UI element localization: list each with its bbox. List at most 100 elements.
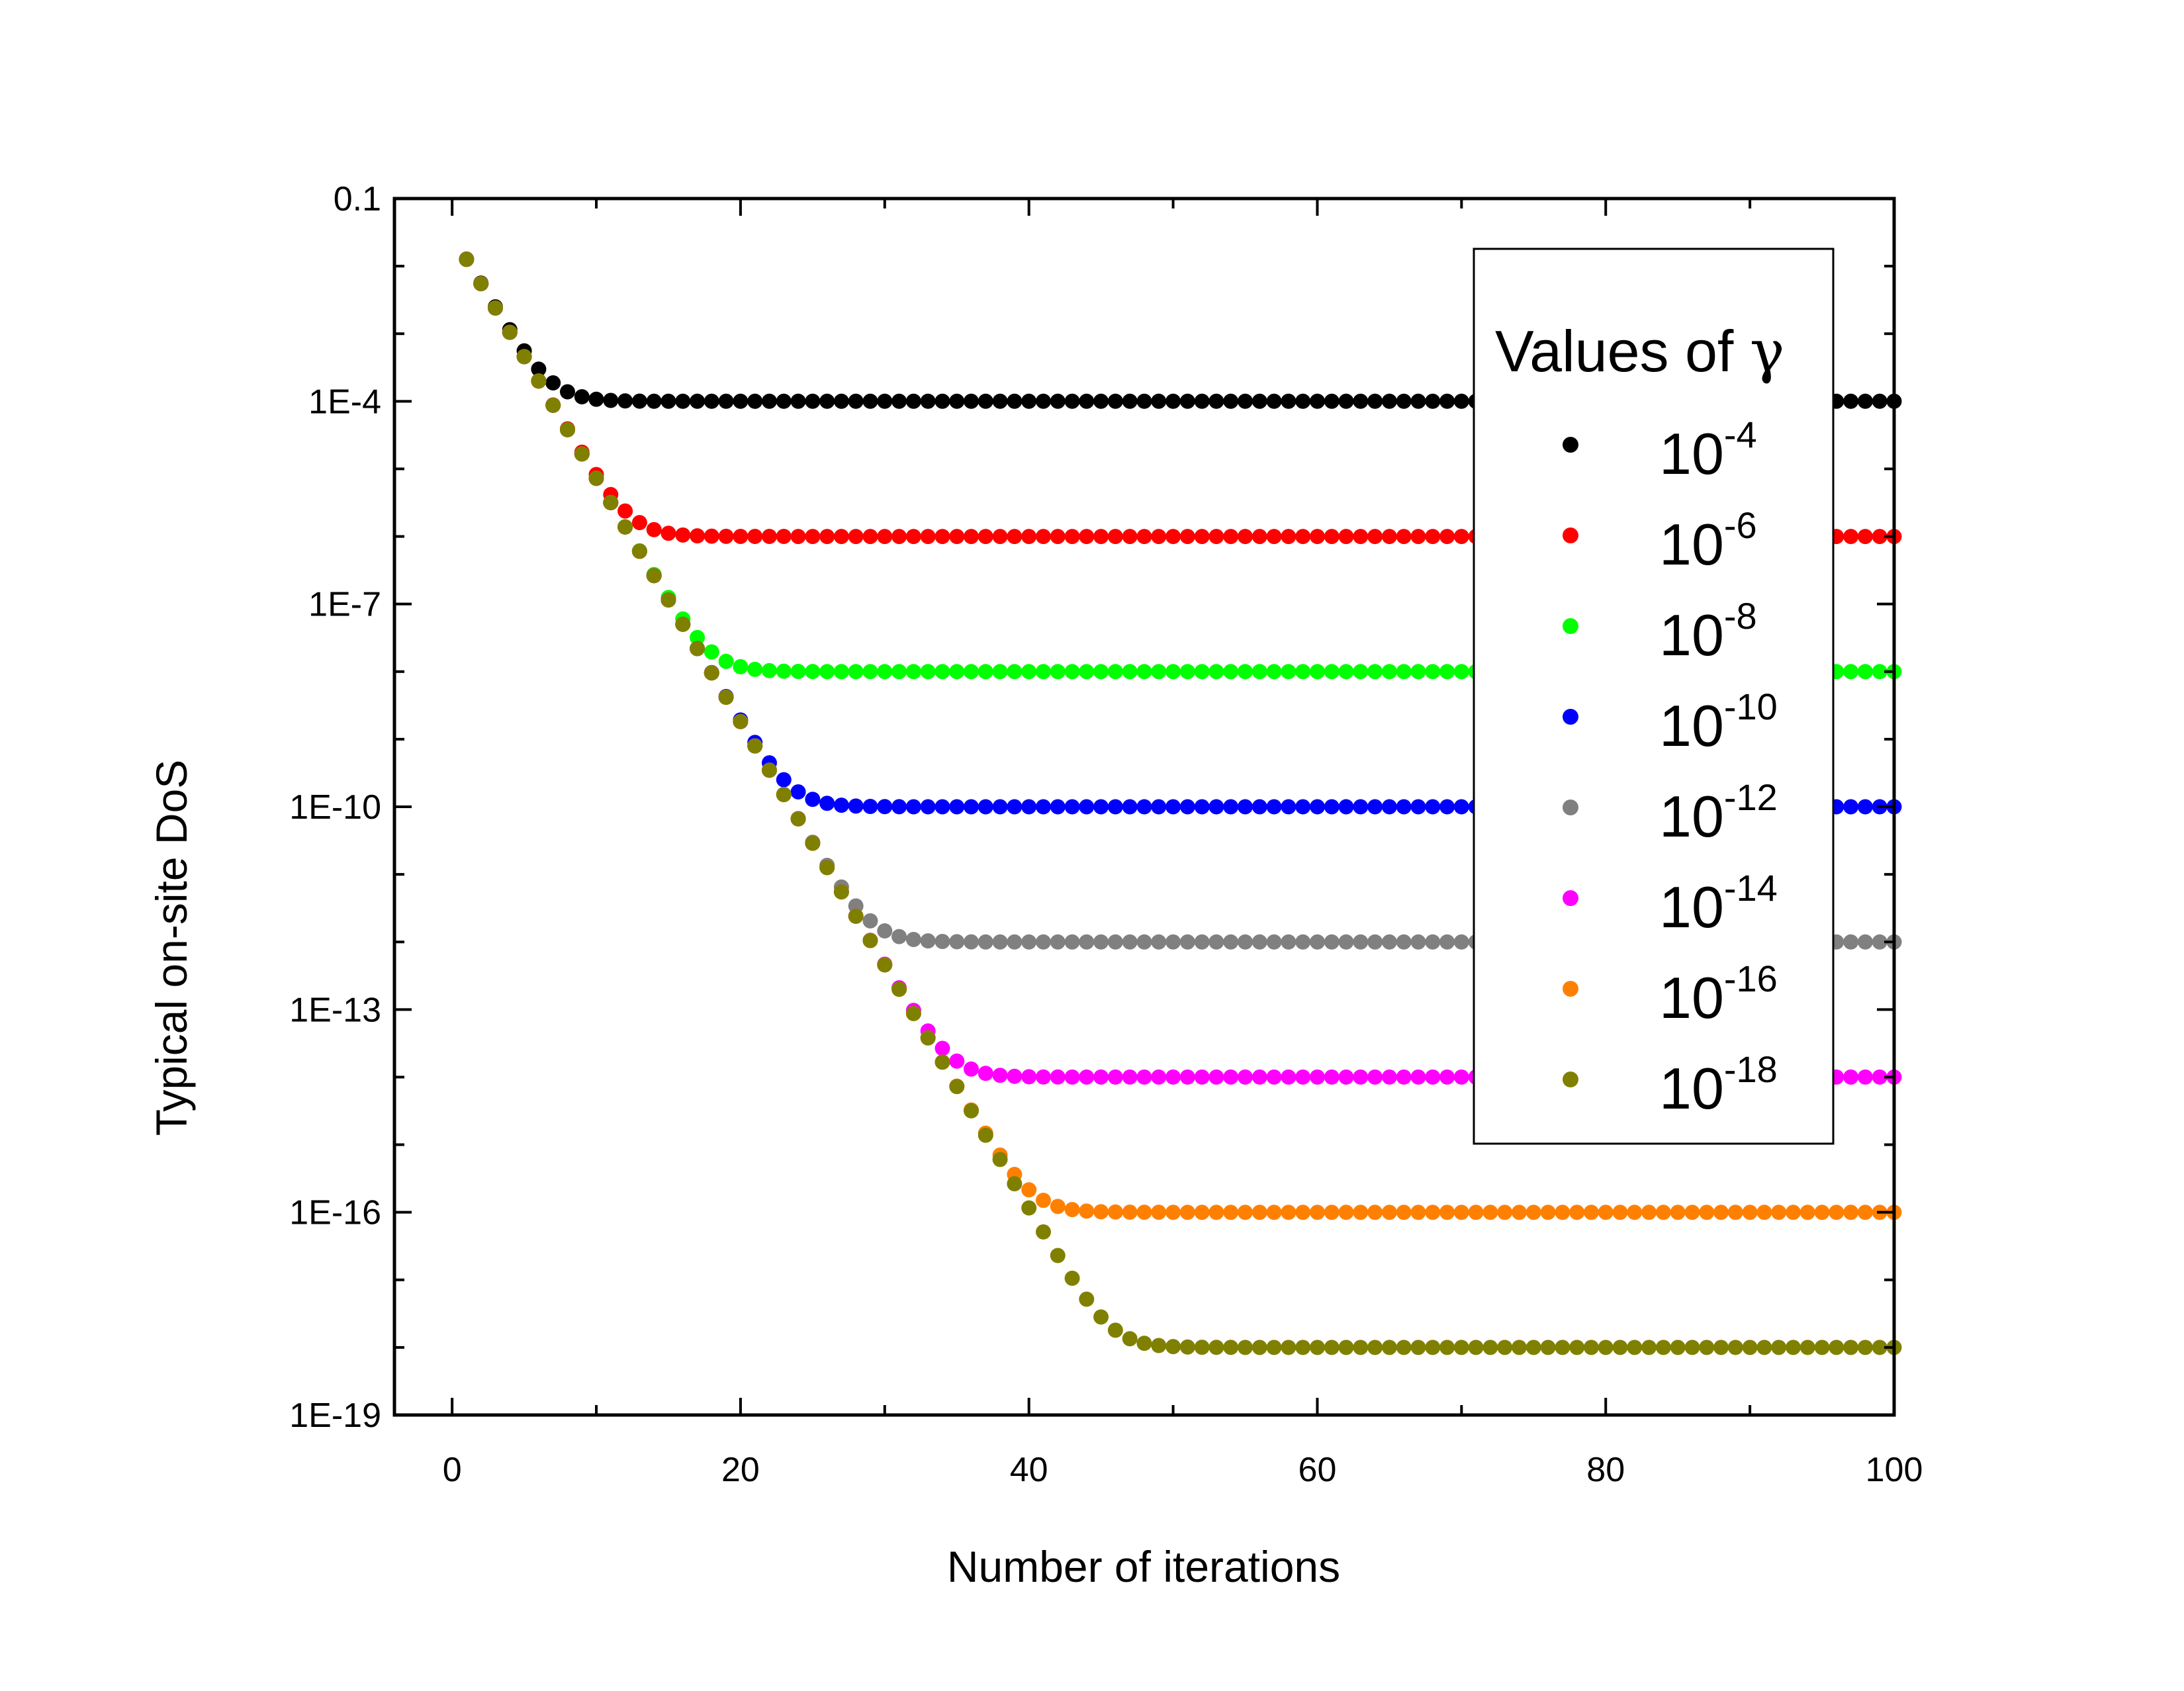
y-axis-label: Typical on-site DoS — [147, 760, 196, 1136]
y-tick-label: 1E-13 — [289, 991, 381, 1029]
data-point — [1353, 799, 1369, 815]
legend-label-base: 10 — [1659, 602, 1724, 668]
data-point — [1540, 1340, 1556, 1355]
data-point — [1223, 529, 1239, 545]
data-point — [1208, 934, 1224, 950]
data-point — [660, 393, 676, 409]
data-point — [488, 300, 503, 316]
data-point — [1324, 529, 1340, 545]
data-point — [1093, 799, 1109, 815]
data-point — [805, 835, 821, 851]
data-point — [603, 495, 619, 510]
data-point — [1295, 799, 1311, 815]
data-point — [762, 393, 777, 409]
data-point — [1525, 1205, 1541, 1220]
data-point — [1468, 1340, 1484, 1355]
data-point — [747, 661, 763, 677]
data-point — [920, 933, 936, 949]
data-point — [1583, 1205, 1599, 1220]
data-point — [1324, 1069, 1340, 1085]
data-point — [1093, 664, 1109, 680]
data-point — [1381, 529, 1397, 545]
data-point — [934, 393, 950, 409]
data-point — [1439, 1340, 1455, 1355]
legend-label-base: 10 — [1659, 1056, 1724, 1121]
legend-label: 10-8 — [1659, 595, 1757, 668]
data-point — [718, 528, 734, 544]
data-point — [1050, 934, 1066, 950]
data-point — [1713, 1340, 1729, 1355]
data-point — [992, 934, 1008, 950]
data-point — [1857, 934, 1873, 950]
data-point — [1194, 799, 1210, 815]
data-point — [1107, 1322, 1123, 1338]
data-point — [1021, 1182, 1037, 1198]
data-point — [762, 663, 777, 678]
legend-marker — [1563, 1072, 1578, 1087]
data-point — [1050, 1248, 1066, 1263]
data-point — [1107, 529, 1123, 545]
data-point — [1079, 1069, 1095, 1085]
data-point — [862, 913, 878, 929]
data-point — [1021, 1200, 1037, 1216]
data-point — [920, 529, 936, 545]
data-point — [1699, 1205, 1715, 1220]
data-point — [1208, 1340, 1224, 1355]
data-point — [660, 526, 676, 541]
data-point — [1425, 529, 1441, 545]
data-point — [1641, 1340, 1657, 1355]
data-point — [1497, 1340, 1513, 1355]
data-point — [1194, 1069, 1210, 1085]
x-tick-label: 40 — [1010, 1451, 1048, 1489]
data-point — [1238, 529, 1253, 545]
data-point — [1223, 1340, 1239, 1355]
data-point — [776, 663, 792, 679]
data-point — [805, 664, 821, 680]
data-point — [1223, 934, 1239, 950]
data-point — [1238, 1340, 1253, 1355]
data-point — [1136, 934, 1152, 950]
data-point — [1453, 1069, 1469, 1085]
data-point — [848, 664, 864, 680]
data-point — [1223, 664, 1239, 680]
data-point — [1771, 1205, 1787, 1220]
legend-label-exponent: -16 — [1724, 958, 1778, 999]
data-point — [1295, 1205, 1311, 1220]
legend-marker — [1563, 437, 1578, 453]
data-point — [1238, 393, 1253, 409]
data-point — [1079, 1291, 1095, 1307]
legend-marker — [1563, 618, 1578, 634]
data-point — [1281, 799, 1297, 815]
data-point — [747, 529, 763, 544]
data-point — [949, 393, 965, 409]
data-point — [1425, 1069, 1441, 1085]
legend-label: 10-10 — [1659, 686, 1778, 758]
data-point — [631, 515, 647, 531]
legend-marker — [1563, 800, 1578, 815]
data-point — [704, 665, 719, 681]
data-point — [1122, 1205, 1138, 1220]
data-point — [877, 393, 893, 409]
data-point — [690, 629, 705, 645]
data-point — [1410, 1205, 1426, 1220]
data-point — [718, 653, 734, 669]
data-point — [1050, 1069, 1066, 1085]
data-point — [1439, 934, 1455, 950]
data-point — [964, 664, 979, 680]
data-point — [964, 799, 979, 815]
data-point — [747, 393, 763, 409]
data-point — [1036, 664, 1051, 680]
data-point — [1151, 1069, 1167, 1085]
data-point — [1569, 1340, 1585, 1355]
data-point — [1251, 529, 1267, 545]
legend: Values of γ10-410-610-810-1010-1210-1410… — [1473, 248, 1835, 1145]
data-point — [1713, 1205, 1729, 1220]
data-point — [1670, 1340, 1686, 1355]
data-point — [1093, 529, 1109, 545]
data-point — [1136, 529, 1152, 545]
data-point — [1208, 529, 1224, 545]
data-point — [1136, 664, 1152, 680]
data-point — [819, 860, 835, 876]
data-point — [1410, 1340, 1426, 1355]
data-point — [531, 373, 547, 389]
